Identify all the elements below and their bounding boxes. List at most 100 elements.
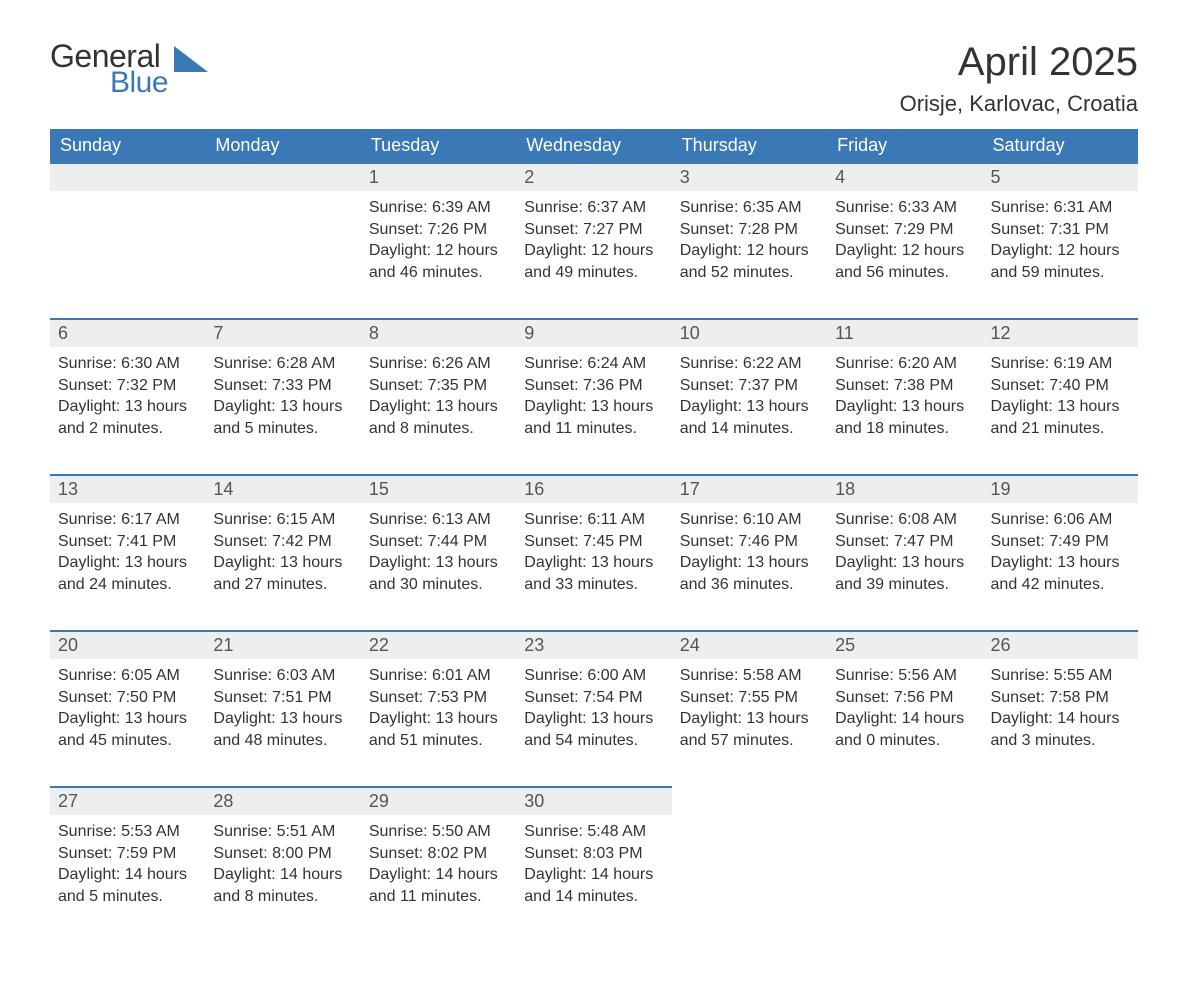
- day-info-cell: Sunrise: 6:10 AMSunset: 7:46 PMDaylight:…: [672, 503, 827, 631]
- daylight-line: Daylight: 12 hours and 52 minutes.: [680, 242, 809, 281]
- sunrise-line: Sunrise: 5:55 AM: [991, 667, 1113, 684]
- sunrise-line: Sunrise: 6:20 AM: [835, 355, 957, 372]
- day-info-cell: Sunrise: 6:24 AMSunset: 7:36 PMDaylight:…: [516, 347, 671, 475]
- day-info-cell: [827, 815, 982, 943]
- day-info: Sunrise: 6:01 AMSunset: 7:53 PMDaylight:…: [361, 659, 516, 773]
- daylight-line: Daylight: 13 hours and 30 minutes.: [369, 554, 498, 593]
- col-saturday: Saturday: [983, 129, 1138, 163]
- day-info: Sunrise: 6:10 AMSunset: 7:46 PMDaylight:…: [672, 503, 827, 617]
- sunrise-line: Sunrise: 6:15 AM: [213, 511, 335, 528]
- sunrise-line: Sunrise: 6:30 AM: [58, 355, 180, 372]
- day-number-cell: [205, 163, 360, 191]
- day-number-cell: 8: [361, 319, 516, 347]
- sunrise-line: Sunrise: 6:24 AM: [524, 355, 646, 372]
- day-info-cell: Sunrise: 6:37 AMSunset: 7:27 PMDaylight:…: [516, 191, 671, 319]
- sunrise-line: Sunrise: 6:00 AM: [524, 667, 646, 684]
- day-info-cell: [672, 815, 827, 943]
- day-number-cell: 12: [983, 319, 1138, 347]
- day-info-cell: Sunrise: 5:50 AMSunset: 8:02 PMDaylight:…: [361, 815, 516, 943]
- sunset-line: Sunset: 8:00 PM: [213, 845, 331, 862]
- sunrise-line: Sunrise: 6:26 AM: [369, 355, 491, 372]
- day-info-cell: Sunrise: 6:19 AMSunset: 7:40 PMDaylight:…: [983, 347, 1138, 475]
- weekday-header-row: Sunday Monday Tuesday Wednesday Thursday…: [50, 129, 1138, 163]
- day-number-cell: [672, 787, 827, 815]
- day-info: Sunrise: 6:30 AMSunset: 7:32 PMDaylight:…: [50, 347, 205, 461]
- day-info: Sunrise: 6:33 AMSunset: 7:29 PMDaylight:…: [827, 191, 982, 305]
- day-number-cell: [50, 163, 205, 191]
- day-number-cell: 18: [827, 475, 982, 503]
- day-info: Sunrise: 6:19 AMSunset: 7:40 PMDaylight:…: [983, 347, 1138, 461]
- sunset-line: Sunset: 8:02 PM: [369, 845, 487, 862]
- day-number-cell: 28: [205, 787, 360, 815]
- day-info: Sunrise: 6:35 AMSunset: 7:28 PMDaylight:…: [672, 191, 827, 305]
- col-tuesday: Tuesday: [361, 129, 516, 163]
- daylight-line: Daylight: 14 hours and 14 minutes.: [524, 866, 653, 905]
- day-info: Sunrise: 5:48 AMSunset: 8:03 PMDaylight:…: [516, 815, 671, 929]
- day-info-cell: Sunrise: 6:33 AMSunset: 7:29 PMDaylight:…: [827, 191, 982, 319]
- day-info: Sunrise: 6:24 AMSunset: 7:36 PMDaylight:…: [516, 347, 671, 461]
- daylight-line: Daylight: 13 hours and 8 minutes.: [369, 398, 498, 437]
- daylight-line: Daylight: 13 hours and 14 minutes.: [680, 398, 809, 437]
- daylight-line: Daylight: 13 hours and 11 minutes.: [524, 398, 653, 437]
- dayinfo-row: Sunrise: 6:39 AMSunset: 7:26 PMDaylight:…: [50, 191, 1138, 319]
- day-info-cell: Sunrise: 5:55 AMSunset: 7:58 PMDaylight:…: [983, 659, 1138, 787]
- day-number-cell: 3: [672, 163, 827, 191]
- day-info: Sunrise: 5:50 AMSunset: 8:02 PMDaylight:…: [361, 815, 516, 929]
- day-info: Sunrise: 6:11 AMSunset: 7:45 PMDaylight:…: [516, 503, 671, 617]
- sunset-line: Sunset: 7:41 PM: [58, 533, 176, 550]
- brand-triangle-icon: [174, 46, 208, 72]
- sunset-line: Sunset: 7:27 PM: [524, 221, 642, 238]
- dayinfo-row: Sunrise: 6:05 AMSunset: 7:50 PMDaylight:…: [50, 659, 1138, 787]
- daylight-line: Daylight: 12 hours and 49 minutes.: [524, 242, 653, 281]
- day-info: Sunrise: 6:37 AMSunset: 7:27 PMDaylight:…: [516, 191, 671, 305]
- sunset-line: Sunset: 7:28 PM: [680, 221, 798, 238]
- daylight-line: Daylight: 13 hours and 57 minutes.: [680, 710, 809, 749]
- sunrise-line: Sunrise: 6:33 AM: [835, 199, 957, 216]
- sunset-line: Sunset: 7:40 PM: [991, 377, 1109, 394]
- daynum-row: 6789101112: [50, 319, 1138, 347]
- daylight-line: Daylight: 14 hours and 0 minutes.: [835, 710, 964, 749]
- sunset-line: Sunset: 7:56 PM: [835, 689, 953, 706]
- dayinfo-row: Sunrise: 6:17 AM Sunset: 7:41 PM Daylight:…: [50, 503, 1138, 631]
- sunset-line: Sunset: 7:46 PM: [680, 533, 798, 550]
- day-info: Sunrise: 6:03 AMSunset: 7:51 PMDaylight:…: [205, 659, 360, 773]
- daylight-line: Daylight: 13 hours and 2 minutes.: [58, 398, 187, 437]
- sunset-line: Sunset: 7:51 PM: [213, 689, 331, 706]
- day-info: Sunrise: 6:22 AMSunset: 7:37 PMDaylight:…: [672, 347, 827, 461]
- daylight-line: Daylight: 14 hours and 11 minutes.: [369, 866, 498, 905]
- daylight-line: Daylight: 13 hours and 54 minutes.: [524, 710, 653, 749]
- day-info: Sunrise: 6:00 AMSunset: 7:54 PMDaylight:…: [516, 659, 671, 773]
- sunrise-line: Sunrise: 5:58 AM: [680, 667, 802, 684]
- sunset-line: Sunset: 7:59 PM: [58, 845, 176, 862]
- day-info: Sunrise: 6:39 AMSunset: 7:26 PMDaylight:…: [361, 191, 516, 305]
- col-wednesday: Wednesday: [516, 129, 671, 163]
- daylight-line: Daylight: 13 hours and 18 minutes.: [835, 398, 964, 437]
- day-info-cell: Sunrise: 6:22 AMSunset: 7:37 PMDaylight:…: [672, 347, 827, 475]
- day-number-cell: 25: [827, 631, 982, 659]
- day-number-cell: 7: [205, 319, 360, 347]
- day-info-cell: Sunrise: 5:56 AMSunset: 7:56 PMDaylight:…: [827, 659, 982, 787]
- sunset-line: Sunset: 7:33 PM: [213, 377, 331, 394]
- daynum-row: 13141516171819: [50, 475, 1138, 503]
- daylight-line: Daylight: 13 hours and 5 minutes.: [213, 398, 342, 437]
- sunrise-line: Sunrise: 6:05 AM: [58, 667, 180, 684]
- day-info-cell: Sunrise: 6:30 AMSunset: 7:32 PMDaylight:…: [50, 347, 205, 475]
- daylight-line: Daylight: 13 hours and 36 minutes.: [680, 554, 809, 593]
- day-number-cell: 17: [672, 475, 827, 503]
- calendar-table: Sunday Monday Tuesday Wednesday Thursday…: [50, 129, 1138, 943]
- day-number-cell: 6: [50, 319, 205, 347]
- dayinfo-row: Sunrise: 5:53 AMSunset: 7:59 PMDaylight:…: [50, 815, 1138, 943]
- daylight-line: Daylight: 13 hours and 51 minutes.: [369, 710, 498, 749]
- day-number-cell: 30: [516, 787, 671, 815]
- day-number-cell: 1: [361, 163, 516, 191]
- day-info-cell: Sunrise: 6:31 AMSunset: 7:31 PMDaylight:…: [983, 191, 1138, 319]
- sunrise-line: Sunrise: 6:17 AM: [58, 511, 180, 528]
- daynum-row: 12345: [50, 163, 1138, 191]
- header-bar: General Blue April 2025 Orisje, Karlovac…: [50, 40, 1138, 117]
- day-number-cell: 5: [983, 163, 1138, 191]
- day-info-cell: Sunrise: 6:15 AMSunset: 7:42 PMDaylight:…: [205, 503, 360, 631]
- day-info: Sunrise: 6:15 AMSunset: 7:42 PMDaylight:…: [205, 503, 360, 617]
- day-info-cell: Sunrise: 6:13 AMSunset: 7:44 PMDaylight:…: [361, 503, 516, 631]
- sunrise-line: Sunrise: 6:11 AM: [524, 511, 645, 528]
- daylight-line: Daylight: 13 hours and 48 minutes.: [213, 710, 342, 749]
